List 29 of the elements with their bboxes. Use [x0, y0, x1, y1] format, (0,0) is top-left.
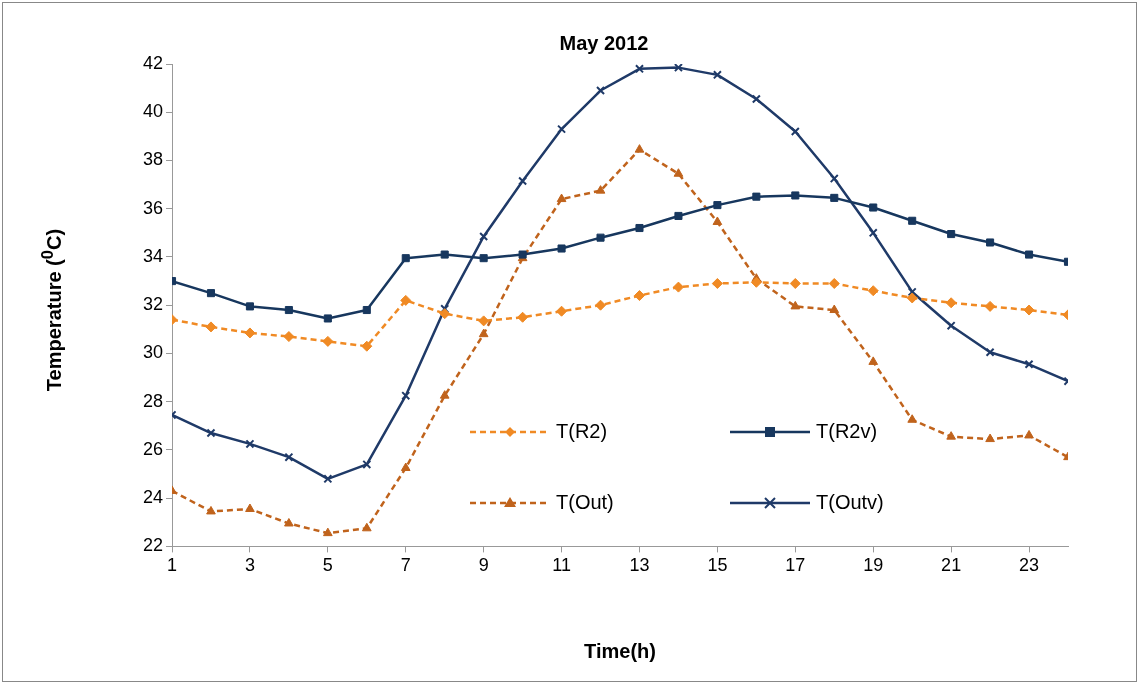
- y-tick-label: 32: [142, 294, 164, 315]
- x-tick-label: 15: [707, 555, 728, 576]
- x-tick-label: 7: [400, 555, 411, 576]
- x-tick-label: 9: [478, 555, 489, 576]
- y-tick-label: 42: [142, 52, 164, 73]
- y-tick-label: 26: [142, 438, 164, 459]
- x-tick-label: 19: [863, 555, 884, 576]
- x-tick-label: 3: [244, 555, 255, 576]
- legend-label: T(R2v): [816, 420, 878, 443]
- legend-label: T(Outv): [816, 491, 884, 514]
- x-tick-label: 11: [552, 555, 571, 576]
- y-tick-label: 28: [142, 390, 164, 411]
- y-tick-label: 34: [142, 245, 164, 266]
- x-axis-title: Time(h): [584, 639, 656, 662]
- x-tick-label: 1: [167, 555, 178, 576]
- legend-label: T(Out): [556, 491, 614, 514]
- y-tick-label: 24: [142, 487, 164, 508]
- x-tick-label: 5: [322, 555, 333, 576]
- y-tick-label: 36: [142, 197, 164, 218]
- x-tick-label: 23: [1019, 555, 1040, 576]
- y-tick-label: 38: [142, 149, 164, 170]
- y-tick-label: 22: [142, 535, 164, 556]
- y-tick-label: 40: [142, 101, 164, 122]
- x-tick-label: 17: [785, 555, 806, 576]
- legend-label: T(R2): [556, 420, 608, 443]
- y-tick-label: 30: [142, 342, 164, 363]
- chart-title: May 2012: [559, 31, 649, 54]
- x-tick-label: 21: [941, 555, 962, 576]
- x-tick-label: 13: [629, 555, 650, 576]
